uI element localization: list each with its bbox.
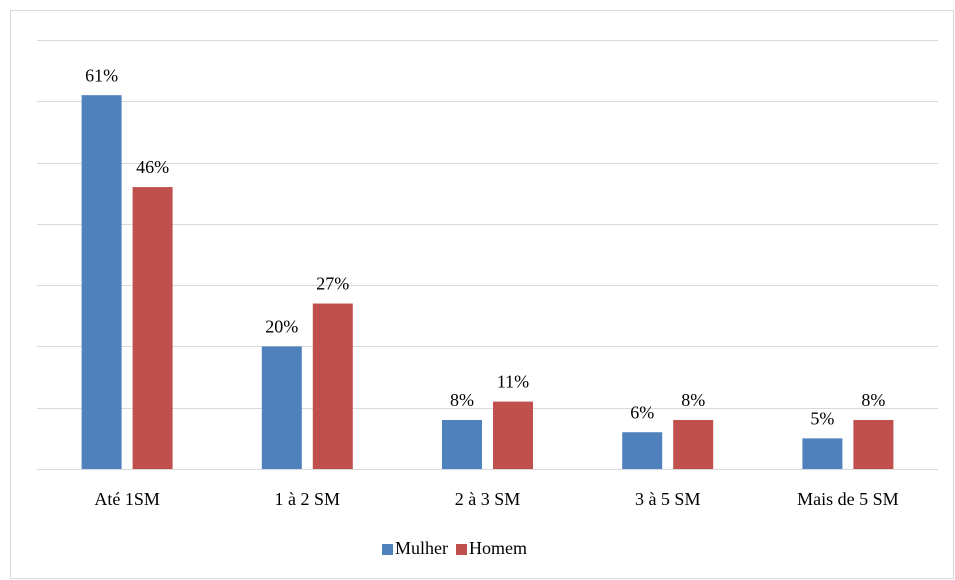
legend-label: Homem xyxy=(469,538,527,558)
bar xyxy=(802,438,843,469)
bar xyxy=(132,187,173,470)
value-label: 6% xyxy=(630,402,654,422)
value-label: 46% xyxy=(136,157,169,177)
x-tick-label: 1 à 2 SM xyxy=(275,489,341,509)
bar xyxy=(622,432,663,469)
bar xyxy=(493,401,533,469)
x-tick-label: Mais de 5 SM xyxy=(797,489,899,509)
legend-swatch xyxy=(456,544,467,555)
x-tick-label: Até 1SM xyxy=(94,489,160,509)
legend-label: Mulher xyxy=(395,538,448,558)
bar xyxy=(312,303,353,469)
value-label: 27% xyxy=(316,274,349,294)
bar xyxy=(81,95,122,470)
value-label: 5% xyxy=(810,408,834,428)
legend-swatch xyxy=(382,544,393,555)
value-label: 20% xyxy=(265,317,298,337)
bar xyxy=(853,419,894,469)
x-tick-label: 2 à 3 SM xyxy=(455,489,521,509)
value-label: 8% xyxy=(450,390,474,410)
bar xyxy=(673,419,714,469)
bar xyxy=(261,346,302,469)
value-label: 11% xyxy=(497,372,529,392)
value-label: 8% xyxy=(681,390,705,410)
value-label: 61% xyxy=(85,65,118,85)
x-tick-label: 3 à 5 SM xyxy=(635,489,701,509)
value-label: 8% xyxy=(861,390,885,410)
bar xyxy=(442,419,482,469)
